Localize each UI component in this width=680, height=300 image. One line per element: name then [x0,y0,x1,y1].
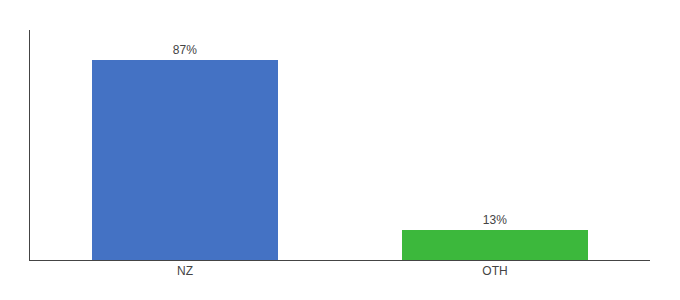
svg-text:NZ: NZ [177,264,193,278]
svg-text:87%: 87% [173,43,197,57]
svg-text:OTH: OTH [482,264,507,278]
svg-text:13%: 13% [483,213,507,227]
